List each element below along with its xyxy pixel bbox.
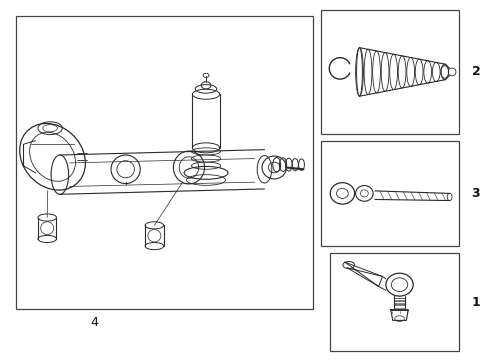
Bar xyxy=(320,10,460,134)
Text: 2: 2 xyxy=(471,66,480,78)
Bar xyxy=(320,141,460,246)
Polygon shape xyxy=(345,262,383,287)
Text: 4: 4 xyxy=(90,316,98,329)
Bar xyxy=(16,16,313,309)
Polygon shape xyxy=(391,310,408,320)
Bar xyxy=(330,253,460,351)
Text: 1: 1 xyxy=(471,296,480,309)
Text: 3: 3 xyxy=(471,187,480,200)
